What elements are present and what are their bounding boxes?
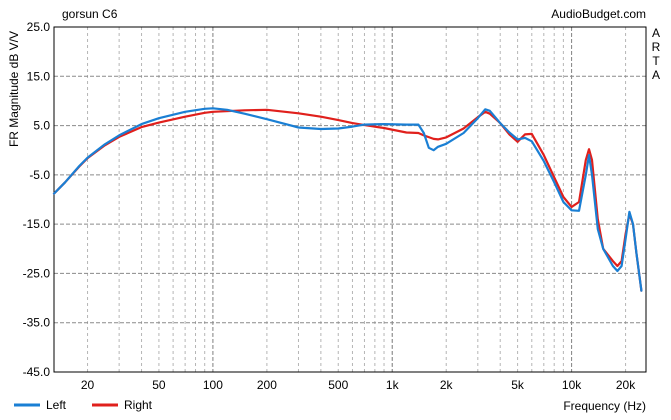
- x-tick-label: 1k: [386, 378, 400, 392]
- y-tick-labels: 25.0 15.0 5.0 -5.0 -15.0 -25.0 -35.0 -45.0: [23, 20, 51, 379]
- chart-title: gorsun C6: [62, 7, 118, 21]
- x-tick-label: 50: [152, 378, 166, 392]
- x-tick-label: 2k: [440, 378, 454, 392]
- y-tick-label: -45.0: [23, 365, 51, 379]
- plot-frame: [53, 26, 647, 373]
- x-axis-label: Frequency (Hz): [563, 399, 646, 413]
- series-line-left: [52, 107, 643, 292]
- y-tick-label: -35.0: [23, 316, 51, 330]
- legend: Left Right: [14, 398, 153, 412]
- source-label: AudioBudget.com: [551, 7, 646, 21]
- y-tick-label: -5.0: [29, 168, 50, 182]
- y-tick-label: 5.0: [33, 119, 50, 133]
- y-tick-label: -15.0: [23, 217, 51, 231]
- x-tick-label: 100: [203, 378, 223, 392]
- y-axis-label: FR Magnitude dB V/V: [7, 31, 21, 147]
- x-tick-label: 10k: [562, 378, 582, 392]
- y-tick-label: -25.0: [23, 266, 51, 280]
- y-tick-label: 15.0: [27, 69, 51, 83]
- y-tick-label: 25.0: [27, 20, 51, 34]
- x-tick-labels: 20 50 100 200 500 1k 2k 5k 10k 20k: [81, 378, 636, 392]
- series-line-right: [52, 108, 643, 292]
- legend-label-left: Left: [46, 398, 67, 412]
- x-tick-label: 20k: [616, 378, 636, 392]
- x-tick-label: 5k: [511, 378, 525, 392]
- x-tick-label: 20: [81, 378, 95, 392]
- series-group: [52, 107, 643, 292]
- x-tick-label: 500: [328, 378, 348, 392]
- legend-label-right: Right: [124, 398, 153, 412]
- x-tick-label: 200: [257, 378, 277, 392]
- plot-background: [54, 27, 646, 372]
